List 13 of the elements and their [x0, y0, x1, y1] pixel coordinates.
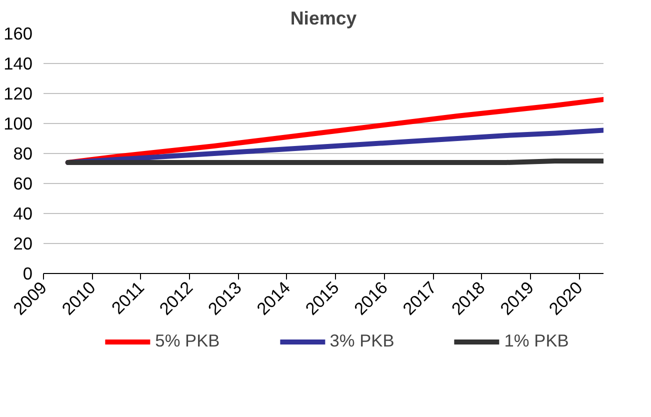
- chart-title: Niemcy: [290, 8, 358, 28]
- legend-label: 5% PKB: [155, 330, 220, 352]
- legend-label: 1% PKB: [504, 330, 569, 352]
- y-tick-label: 100: [4, 114, 33, 134]
- y-tick-label: 0: [22, 264, 33, 284]
- y-tick-label: 40: [13, 204, 33, 224]
- legend-label: 3% PKB: [330, 330, 394, 352]
- y-tick-label: 120: [4, 84, 33, 104]
- y-tick-label: 20: [13, 234, 33, 254]
- y-tick-label: 80: [13, 144, 33, 164]
- y-tick-label: 140: [4, 54, 33, 74]
- y-tick-label: 160: [4, 24, 33, 44]
- y-tick-label: 60: [13, 174, 33, 194]
